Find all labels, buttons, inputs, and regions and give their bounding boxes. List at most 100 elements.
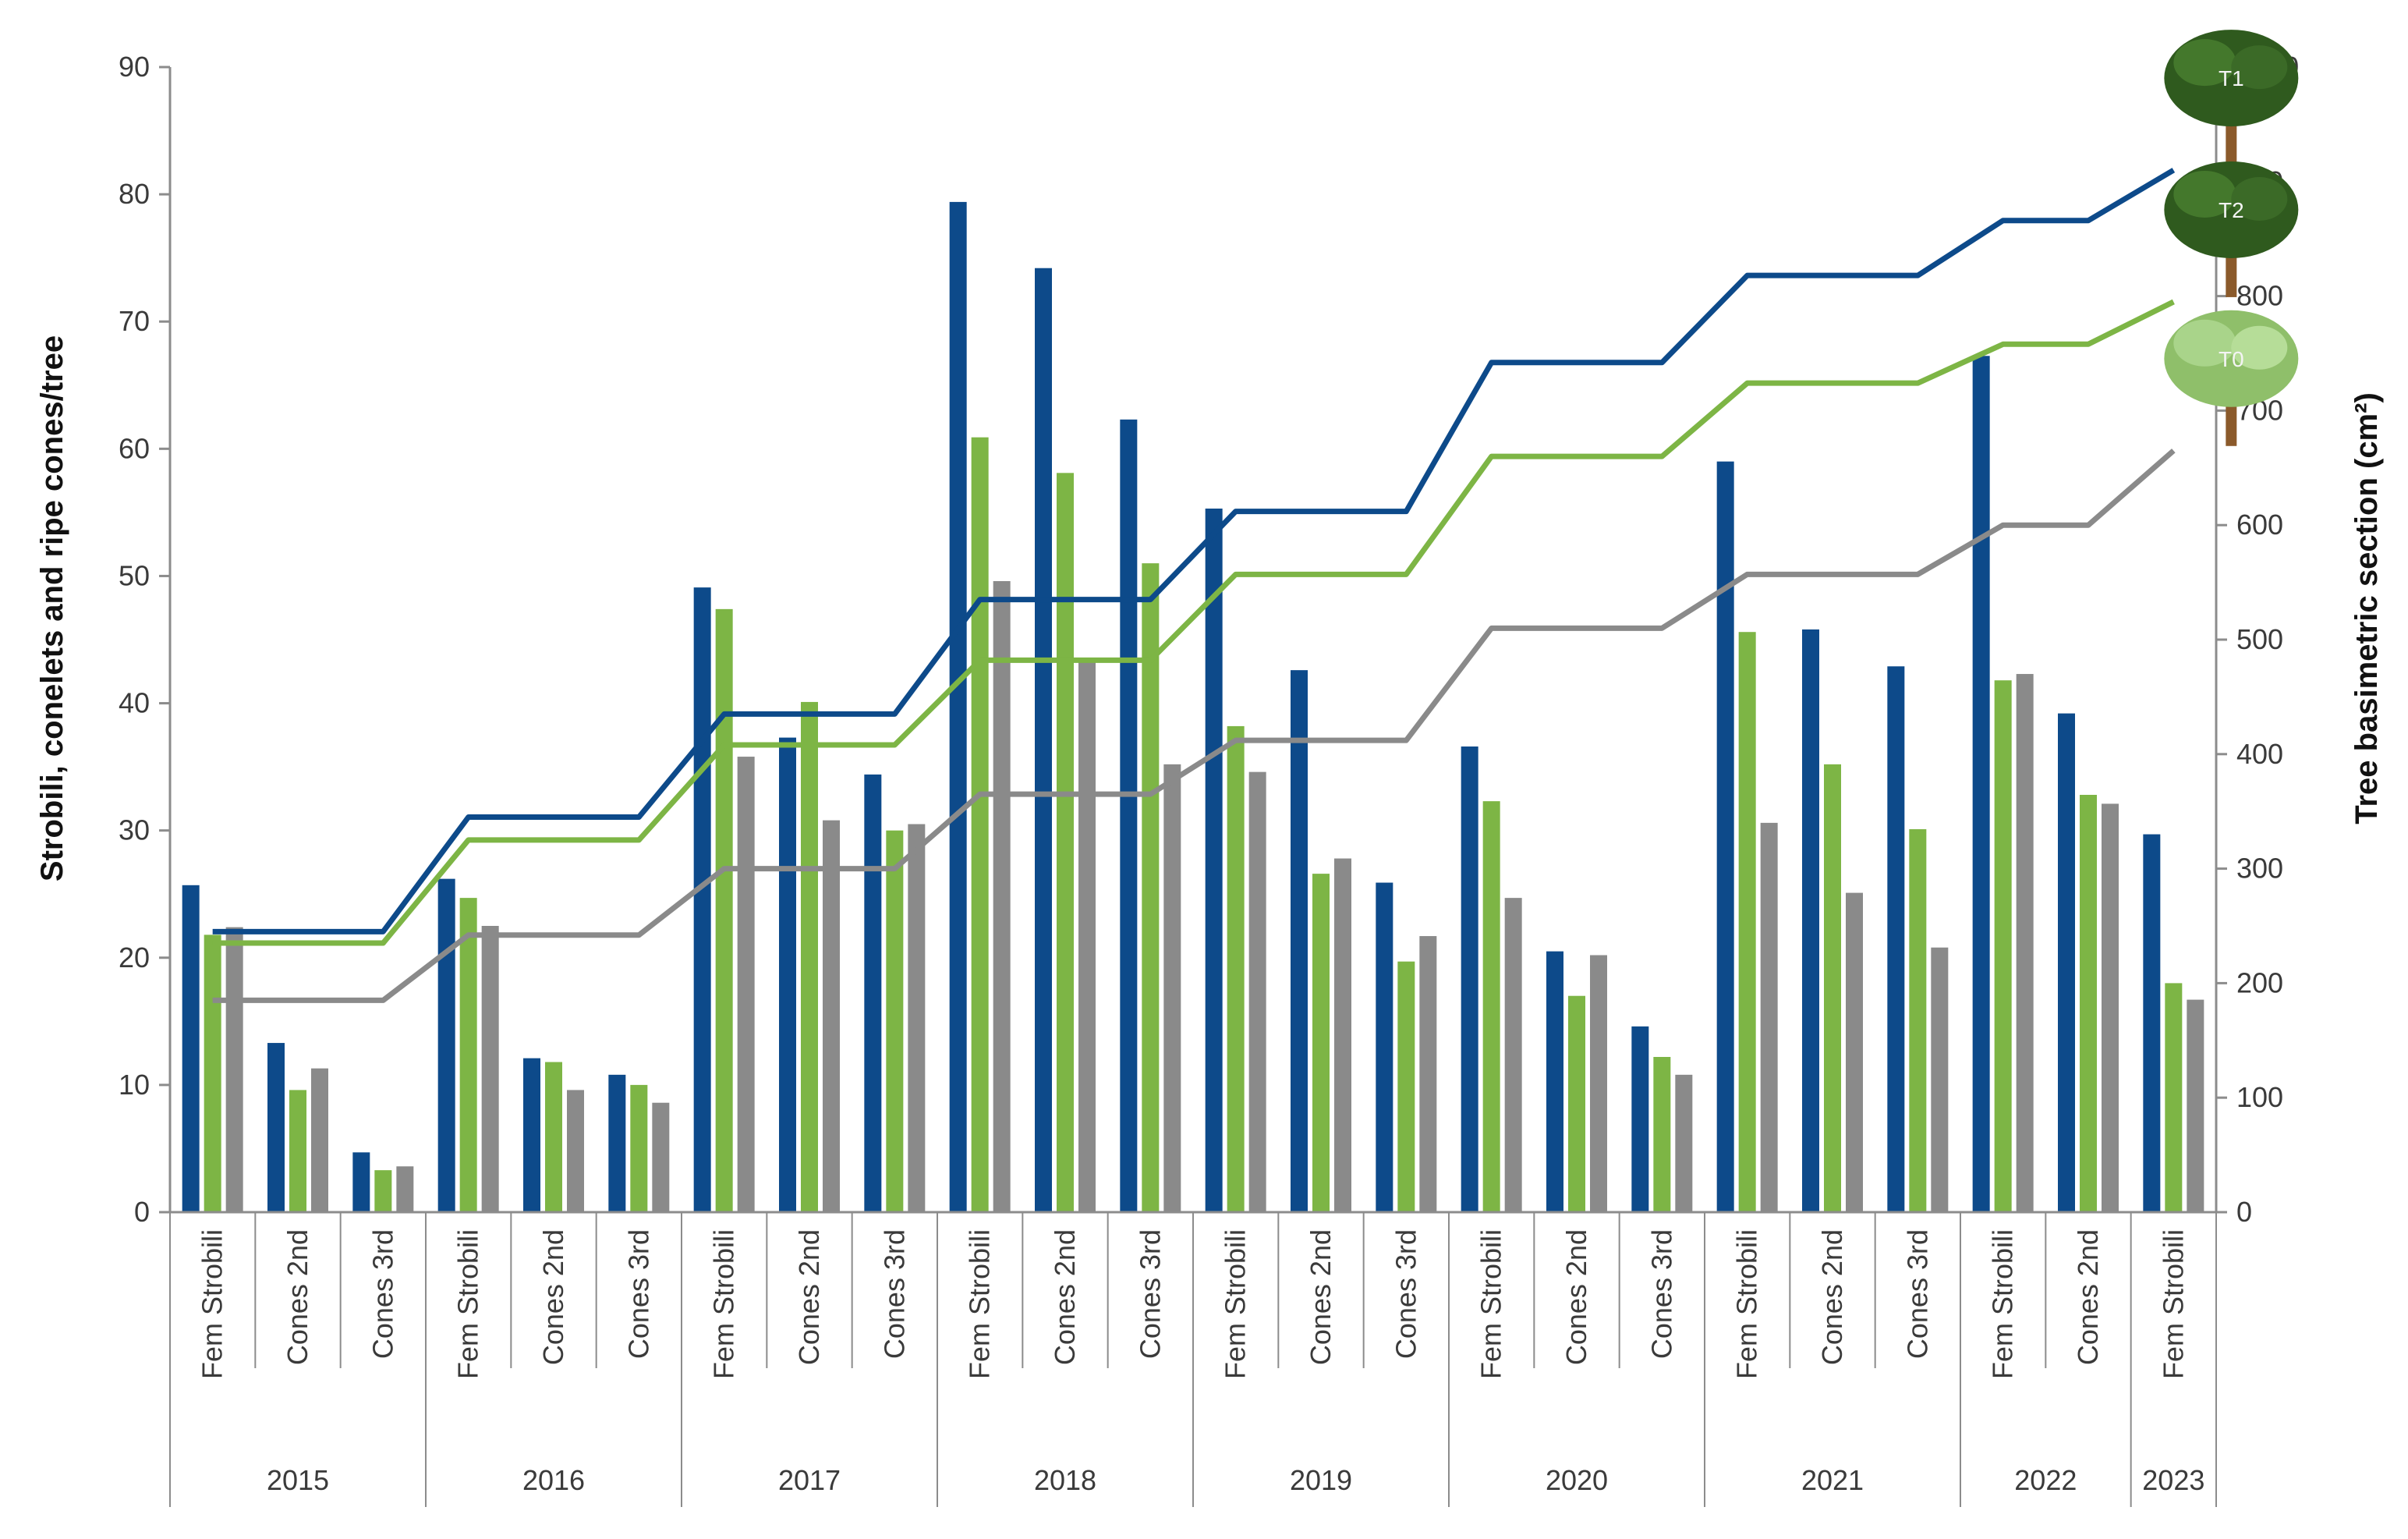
bar-t1 <box>1120 419 1138 1212</box>
bar-t1 <box>2143 834 2161 1212</box>
year-label: 2015 <box>267 1464 329 1496</box>
category-label: Fem Strobili <box>452 1229 484 1379</box>
year-label: 2023 <box>2142 1464 2204 1496</box>
category-label: Cones 2nd <box>1305 1229 1337 1365</box>
bar-t1 <box>1802 629 1819 1212</box>
bar-t0 <box>1419 936 1437 1212</box>
bar-t1 <box>949 201 967 1213</box>
bar-t2 <box>1738 632 1756 1212</box>
y-tick-label: 20 <box>119 941 150 973</box>
category-label: Fem Strobili <box>708 1229 740 1379</box>
year-label: 2022 <box>2014 1464 2077 1496</box>
bar-t1 <box>1631 1026 1649 1212</box>
bar-t2 <box>374 1170 392 1212</box>
y2-tick-label: 100 <box>2236 1081 2283 1113</box>
year-label: 2021 <box>1801 1464 1864 1496</box>
tree-crown-highlight <box>2173 170 2236 218</box>
y2-tick-label: 200 <box>2236 966 2283 998</box>
year-label: 2017 <box>778 1464 841 1496</box>
y-tick-label: 10 <box>119 1069 150 1101</box>
category-label: Fem Strobili <box>1987 1229 2019 1379</box>
bar-t0 <box>1248 771 1266 1212</box>
bar-t0 <box>1334 858 1351 1212</box>
bar-t0 <box>652 1102 670 1212</box>
tree-crown-highlight <box>2231 176 2288 221</box>
category-label: Fem Strobili <box>1220 1229 1252 1379</box>
bar-t1 <box>1546 951 1563 1212</box>
bar-t1 <box>1461 746 1478 1212</box>
bar-t1 <box>352 1152 370 1212</box>
y2-tick-label: 400 <box>2236 738 2283 770</box>
tree-crown-highlight <box>2231 325 2288 370</box>
bar-t2 <box>1824 764 1841 1212</box>
category-label: Cones 3rd <box>1134 1229 1166 1359</box>
category-label: Cones 2nd <box>282 1229 313 1365</box>
y-tick-label: 30 <box>119 814 150 846</box>
year-label: 2016 <box>522 1464 585 1496</box>
y2-tick-label: 0 <box>2236 1196 2252 1228</box>
category-label: Cones 3rd <box>367 1229 398 1359</box>
bar-t0 <box>908 824 926 1212</box>
bar-t1 <box>1205 508 1223 1212</box>
plot-area: 0102030405060708090010020030040050060070… <box>119 30 2299 1507</box>
bar-t2 <box>1909 829 1927 1212</box>
line-t1 <box>212 168 2176 934</box>
bar-t2 <box>1312 874 1330 1212</box>
tree-crown-highlight <box>2231 45 2288 90</box>
category-label: Fem Strobili <box>1475 1229 1507 1379</box>
year-label: 2020 <box>1546 1464 1608 1496</box>
category-label: Cones 3rd <box>1901 1229 1933 1359</box>
legend-label: T2 <box>2219 198 2244 222</box>
bar-t1 <box>1972 356 1990 1212</box>
bar-t0 <box>311 1068 328 1212</box>
bar-t2 <box>1397 961 1415 1212</box>
bar-t2 <box>801 701 818 1212</box>
bar-t0 <box>567 1090 584 1212</box>
bar-t1 <box>1376 882 1393 1212</box>
y2-tick-label: 500 <box>2236 623 2283 655</box>
y-tick-label: 70 <box>119 305 150 337</box>
category-label: Fem Strobili <box>2157 1229 2189 1379</box>
bar-t1 <box>523 1058 540 1212</box>
bar-t2 <box>886 830 904 1212</box>
bar-t1 <box>1035 268 1052 1212</box>
bar-t2 <box>204 934 221 1212</box>
y-tick-label: 80 <box>119 178 150 210</box>
bar-t0 <box>1846 892 1863 1212</box>
bar-t2 <box>2165 983 2183 1212</box>
bar-t2 <box>1057 473 1074 1212</box>
y-axis-title: Strobili, conelets and ripe cones/tree <box>35 335 69 881</box>
category-label: Cones 2nd <box>537 1229 569 1365</box>
tree-icon-t1: T1 <box>2164 30 2299 166</box>
line-t2 <box>212 299 2175 946</box>
bar-t0 <box>1590 955 1607 1212</box>
category-label: Cones 2nd <box>1816 1229 1848 1365</box>
category-label: Cones 2nd <box>1560 1229 1592 1365</box>
legend-label: T1 <box>2219 66 2244 90</box>
bar-t2 <box>1994 680 2012 1212</box>
year-label: 2019 <box>1290 1464 1352 1496</box>
bar-t0 <box>1675 1074 1693 1212</box>
legend-label: T0 <box>2219 347 2244 371</box>
bar-t1 <box>267 1043 285 1212</box>
bar-t2 <box>715 608 733 1212</box>
bar-t0 <box>823 820 840 1212</box>
bar-t2 <box>2080 794 2097 1212</box>
bar-t0 <box>2187 999 2204 1212</box>
year-label: 2018 <box>1034 1464 1096 1496</box>
bar-t2 <box>289 1090 306 1212</box>
bar-t0 <box>396 1166 414 1212</box>
bar-t0 <box>1078 662 1096 1212</box>
tree-icon-t0: T0 <box>2164 310 2299 446</box>
bar-t1 <box>608 1074 626 1212</box>
bar-t2 <box>1227 725 1245 1212</box>
bar-t1 <box>437 878 455 1212</box>
category-label: Fem Strobili <box>964 1229 996 1379</box>
bar-t2 <box>1142 563 1160 1212</box>
y-tick-label: 40 <box>119 687 150 719</box>
bar-t1 <box>182 885 200 1212</box>
y2-axis-title: Tree basimetric section (cm²) <box>2350 392 2384 824</box>
bar-t0 <box>1931 947 1949 1212</box>
bar-t0 <box>737 757 755 1212</box>
tree-crown-highlight <box>2173 319 2236 367</box>
